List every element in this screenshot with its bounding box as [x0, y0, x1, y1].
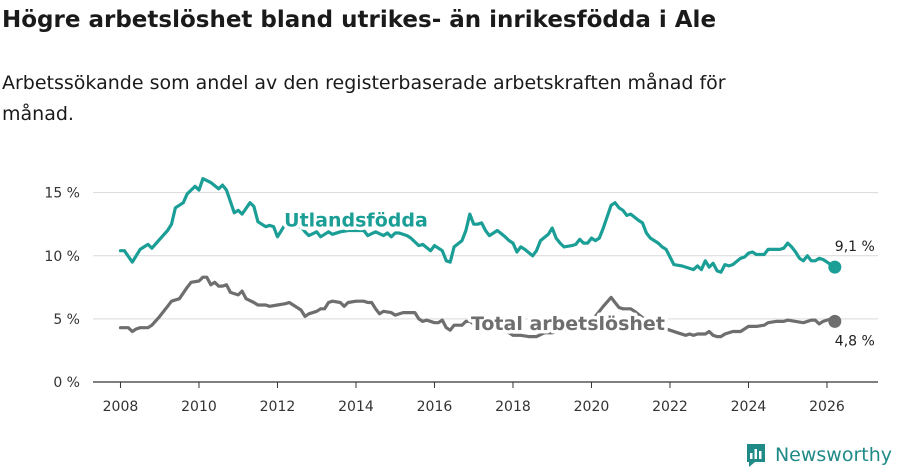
x-tick-label: 2026: [809, 399, 845, 415]
x-tick-label: 2008: [103, 399, 139, 415]
y-tick-label: 0 %: [53, 375, 80, 391]
series-line-utlandsfodda: [118, 177, 837, 274]
x-tick-label: 2018: [495, 399, 531, 415]
series-line-total: [118, 275, 837, 339]
x-tick-label: 2012: [260, 399, 296, 415]
brand-footer: Newsworthy: [745, 442, 892, 468]
series-end-label: 4,8 %: [835, 333, 875, 349]
series-name-label: Total arbetslöshet: [471, 313, 665, 335]
x-tick-label: 2024: [731, 399, 767, 415]
x-tick-label: 2010: [181, 399, 217, 415]
series-end-dot: [828, 314, 842, 328]
x-tick-label: 2016: [417, 399, 453, 415]
page-subtitle: Arbetssökande som andel av den registerb…: [2, 72, 726, 125]
axis-layer: 0 % 5 % 10 % 15 % 2008 2010 2012 2014 2016 2018 20…: [44, 186, 878, 415]
x-tick-label: 2020: [574, 399, 610, 415]
series-layer: [118, 177, 842, 339]
x-tick-label: 2014: [338, 399, 374, 415]
series-end-dot: [828, 260, 842, 274]
page-title: Högre arbetslöshet bland utrikes- än inr…: [2, 7, 717, 33]
label-layer: 9,1 % 4,8 % Utlandsfödda Total arbetslöshet: [281, 206, 875, 350]
series-name-label: Utlandsfödda: [284, 209, 428, 231]
y-tick-label: 5 %: [53, 312, 80, 328]
brand-name: Newsworthy: [774, 444, 892, 466]
x-tick-label: 2022: [652, 399, 688, 415]
series-end-label: 9,1 %: [835, 239, 875, 255]
y-tick-label: 15 %: [44, 186, 80, 202]
newsworthy-logo-icon: [746, 444, 765, 467]
y-tick-label: 10 %: [44, 249, 80, 265]
